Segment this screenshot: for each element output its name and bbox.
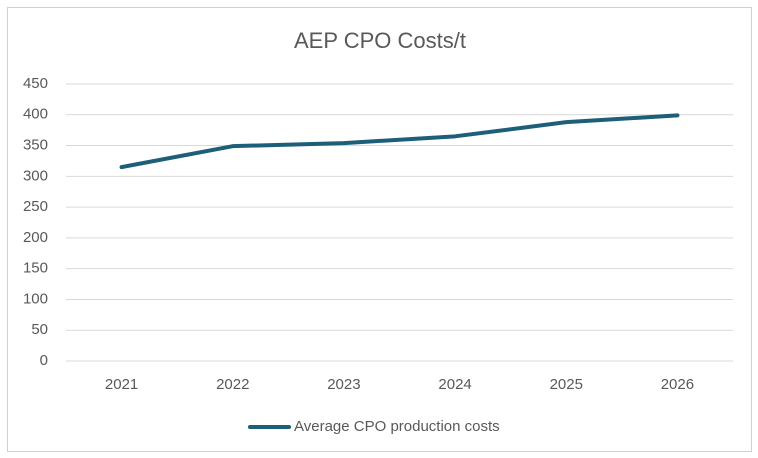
x-tick-label: 2026 <box>661 376 694 393</box>
chart-title: AEP CPO Costs/t <box>294 28 466 53</box>
y-tick-label: 400 <box>23 106 48 123</box>
x-tick-label: 2024 <box>438 376 471 393</box>
y-tick-label: 200 <box>23 229 48 246</box>
legend-label: Average CPO production costs <box>294 418 500 435</box>
chart-border <box>7 7 752 452</box>
y-tick-label: 300 <box>23 167 48 184</box>
series-line <box>119 113 680 170</box>
y-tick-label: 100 <box>23 290 48 307</box>
y-tick-label: 250 <box>23 198 48 215</box>
y-tick-label: 0 <box>40 352 48 369</box>
y-tick-label: 50 <box>31 321 48 338</box>
y-tick-label: 450 <box>23 75 48 92</box>
y-tick-label: 350 <box>23 137 48 154</box>
x-tick-label: 2023 <box>327 376 360 393</box>
y-tick-label: 150 <box>23 260 48 277</box>
x-tick-label: 2025 <box>550 376 583 393</box>
x-tick-label: 2021 <box>105 376 138 393</box>
x-tick-label: 2022 <box>216 376 249 393</box>
